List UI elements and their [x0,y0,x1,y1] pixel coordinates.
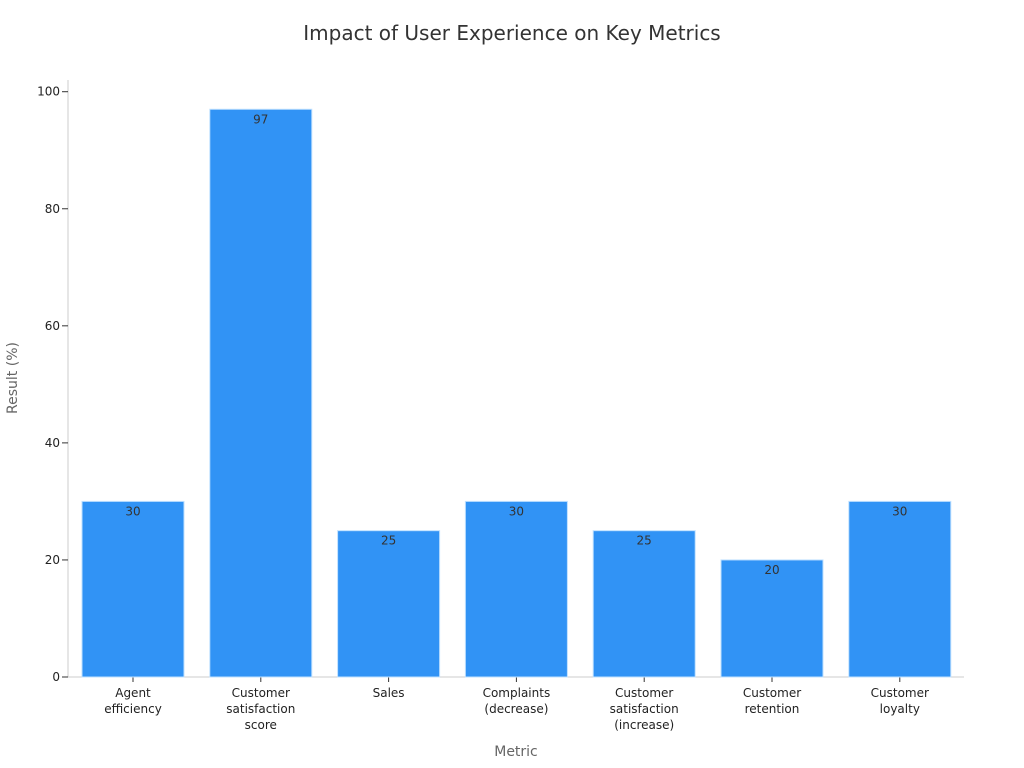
bar [337,530,441,678]
bar-value-label: 25 [637,534,652,548]
y-tick-label: 80 [45,202,60,216]
y-tick-label: 100 [37,85,60,99]
bar [720,559,824,678]
bar [81,500,185,678]
y-tick-label: 60 [45,319,60,333]
bar-value-label: 25 [381,534,396,548]
y-axis: 0 20 40 60 80 100 [37,80,69,684]
y-tick-label: 40 [45,436,60,450]
data-labels: 30 97 25 30 25 20 30 [125,112,907,577]
y-axis-title: Result (%) [5,342,21,414]
y-tick-label: 0 [52,670,60,684]
bars [81,108,952,678]
bar-value-label: 30 [509,504,524,518]
bar [848,500,952,678]
bar [209,108,313,678]
bar-value-label: 97 [253,112,268,126]
bar-value-label: 30 [892,504,907,518]
bar [592,530,696,678]
x-axis: Agent efficiency Customer satisfaction score… [68,676,964,732]
bar-value-label: 20 [764,563,779,577]
chart-title: Impact of User Experience on Key Metrics [303,21,720,45]
y-tick-label: 20 [45,553,60,567]
x-axis-title: Metric [494,744,538,760]
bar-value-label: 30 [125,504,140,518]
x-tick-label: Agent efficiency [104,686,162,716]
x-tick-label: Customer satisfaction (increase) [610,686,679,732]
x-tick-label: Customer loyalty [871,686,929,716]
x-tick-label: Customer satisfaction score [226,686,295,732]
x-tick-label: Sales [373,686,405,700]
bar [464,500,568,678]
x-tick-label: Customer retention [743,686,801,716]
x-tick-label: Complaints (decrease) [483,686,551,716]
